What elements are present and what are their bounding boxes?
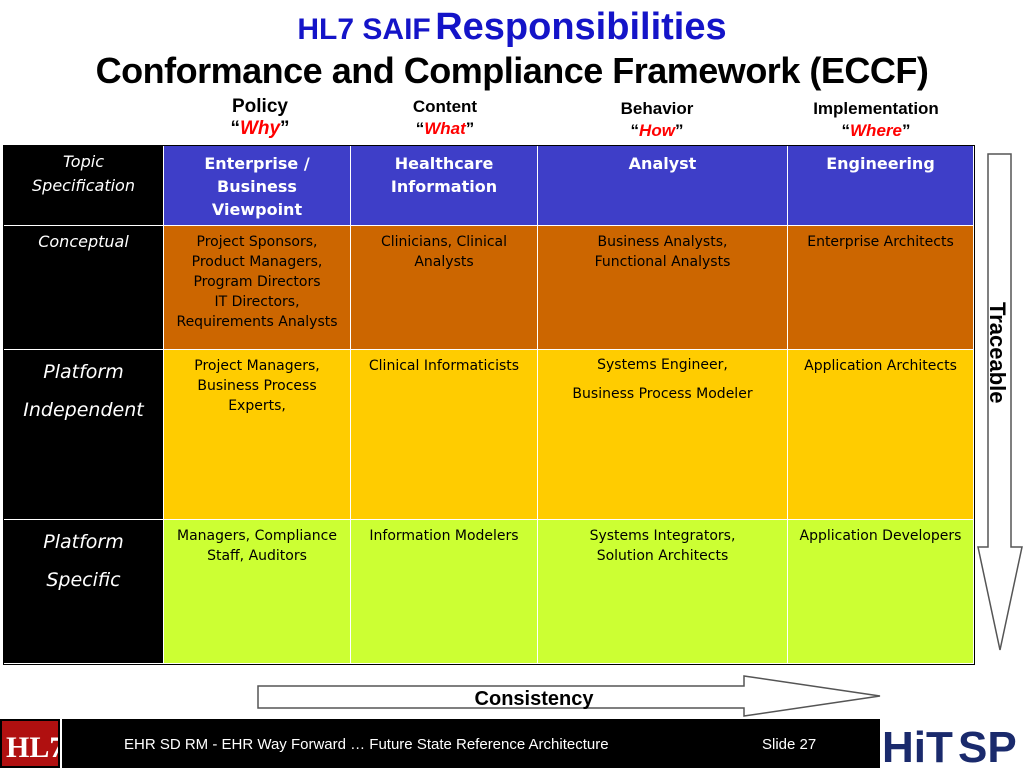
cell-line: Analyst — [628, 154, 697, 173]
cell-conceptual-implementation: Enterprise Architects — [788, 226, 974, 350]
close-quote: ” — [465, 119, 475, 138]
cell-line: Enterprise / — [204, 154, 310, 173]
column-heading-behavior: Behavior “How” — [597, 98, 717, 142]
cell-specific-content: Information Modelers — [351, 520, 538, 664]
open-quote: “ — [841, 121, 851, 140]
cell-line: Enterprise Architects — [807, 234, 954, 250]
close-quote: ” — [674, 121, 684, 140]
column-heading-label: Behavior — [620, 99, 694, 118]
hl7-logo-text: HL7 — [6, 731, 58, 764]
column-heading-label: Policy — [232, 96, 288, 117]
cell-specific-implementation: Application Developers — [788, 520, 974, 664]
row-label-line: Specification — [32, 176, 135, 195]
cell-line: Application Architects — [804, 358, 957, 374]
cell-line: IT Directors, — [214, 294, 300, 310]
cell-line: Staff, Auditors — [207, 548, 307, 564]
cell-line: Requirements Analysts — [176, 314, 338, 330]
row-label-conceptual: Conceptual — [4, 226, 164, 350]
hitsp-logo-mark: HiT SP — [882, 723, 1017, 768]
header-cell-healthcare: Healthcare Information — [351, 146, 538, 226]
cell-conceptual-behavior: Business Analysts, Functional Analysts — [538, 226, 788, 350]
consistency-text: Consistency — [475, 688, 595, 710]
cell-line: Product Managers, — [191, 254, 323, 270]
cell-line: Viewpoint — [211, 200, 303, 219]
cell-line: Healthcare — [394, 154, 494, 173]
cell-independent-behavior: Systems Engineer, Business Process Model… — [538, 350, 788, 520]
traceable-label: Traceable — [985, 302, 1010, 404]
slide-number: Slide 27 — [762, 736, 817, 753]
cell-line: Business — [217, 177, 297, 196]
eccf-matrix: Topic Specification Enterprise / Busines… — [3, 145, 975, 665]
cell-line: Functional Analysts — [594, 254, 731, 270]
consistency-arrow: Consistency — [257, 675, 881, 717]
cell-specific-policy: Managers, Compliance Staff, Auditors — [164, 520, 351, 664]
row-label-line: Topic — [63, 152, 104, 171]
close-quote: ” — [901, 121, 911, 140]
close-quote: ” — [280, 118, 290, 139]
cell-line: Solution Architects — [596, 548, 729, 564]
cell-independent-content: Clinical Informaticists — [351, 350, 538, 520]
row-label-line: Platform — [43, 531, 124, 553]
open-quote: “ — [230, 118, 240, 139]
footer-bar — [62, 719, 880, 768]
header-cell-analyst: Analyst — [538, 146, 788, 226]
column-heading-implementation: Implementation “Where” — [796, 98, 956, 142]
row-label-topic-specification: Topic Specification — [4, 146, 164, 226]
hl7-logo: HL7 — [0, 719, 64, 768]
cell-line: Experts, — [228, 398, 286, 414]
cell-line: Systems Engineer, — [597, 357, 728, 373]
slide-subtitle: Conformance and Compliance Framework (EC… — [95, 50, 929, 91]
hitsp-logo-sp: SP — [958, 723, 1017, 768]
cell-line: Clinical Informaticists — [368, 358, 520, 374]
column-heading-label: Implementation — [813, 99, 939, 118]
hitsp-logo-hit: HiT — [882, 723, 953, 768]
cell-specific-behavior: Systems Integrators, Solution Architects — [538, 520, 788, 664]
open-quote: “ — [630, 121, 640, 140]
header-cell-engineering: Engineering — [788, 146, 974, 226]
hl7-logo-mark: HL7 — [6, 731, 64, 764]
cell-line: Project Managers, — [194, 358, 320, 374]
cell-line: Information Modelers — [369, 528, 519, 544]
row-label-line: Conceptual — [38, 232, 129, 251]
column-heading-policy: Policy “Why” — [200, 96, 320, 140]
row-label-platform-specific: Platform Specific — [4, 520, 164, 664]
traceable-text: Traceable — [985, 302, 1010, 404]
row-label-line: Platform — [43, 361, 124, 383]
cell-line: Business Process — [197, 378, 317, 394]
cell-line: Project Sponsors, — [196, 234, 318, 250]
row-label-line: Specific — [46, 569, 121, 591]
cell-line: Analysts — [414, 254, 474, 270]
cell-line: Engineering — [826, 154, 935, 173]
column-keyword: What — [424, 119, 466, 138]
open-quote: “ — [415, 119, 425, 138]
title-prefix: HL7 SAIF — [297, 13, 431, 46]
footer-caption: EHR SD RM - EHR Way Forward … Future Sta… — [124, 736, 609, 753]
header-cell-enterprise: Enterprise / Business Viewpoint — [164, 146, 351, 226]
title-main: Responsibilities — [435, 6, 727, 48]
row-label-line: Independent — [23, 399, 144, 421]
cell-independent-policy: Project Managers, Business Process Exper… — [164, 350, 351, 520]
column-keyword: How — [639, 121, 675, 140]
cell-line: Application Developers — [799, 528, 962, 544]
cell-line: Business Analysts, — [597, 234, 728, 250]
cell-line: Systems Integrators, — [589, 528, 736, 544]
column-keyword: Why — [239, 118, 281, 139]
column-heading-content: Content “What” — [385, 96, 505, 140]
column-keyword: Where — [850, 121, 902, 140]
cell-line: Program Directors — [193, 274, 321, 290]
traceable-arrow — [977, 153, 1023, 651]
cell-line: Managers, Compliance — [177, 528, 337, 544]
cell-conceptual-content: Clinicians, Clinical Analysts — [351, 226, 538, 350]
hitsp-logo: HiT SP — [880, 722, 1024, 768]
column-heading-label: Content — [412, 97, 478, 116]
slide-title: HL7 SAIF Responsibilities — [0, 6, 1024, 49]
cell-line: Information — [390, 177, 498, 196]
row-label-platform-independent: Platform Independent — [4, 350, 164, 520]
cell-line: Clinicians, Clinical — [380, 234, 508, 250]
cell-independent-implementation: Application Architects — [788, 350, 974, 520]
cell-conceptual-policy: Project Sponsors, Product Managers, Prog… — [164, 226, 351, 350]
cell-line: Business Process Modeler — [572, 386, 753, 402]
